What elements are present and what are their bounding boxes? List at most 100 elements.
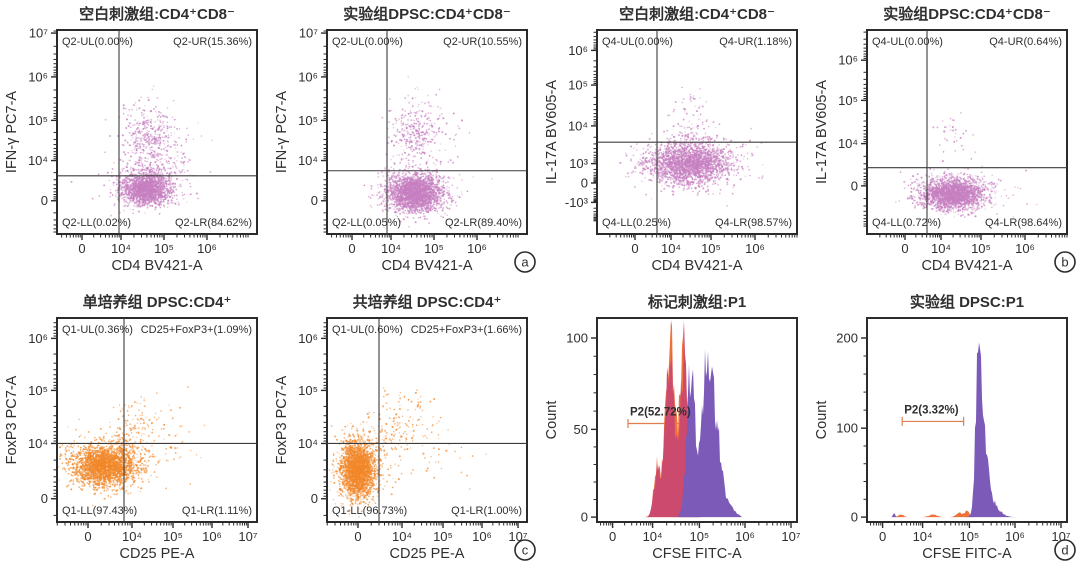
panel-title: 单培养组 DPSC:CD4⁺: [83, 293, 232, 311]
x-tick-label: 0: [631, 241, 638, 256]
quadrant-label-lr: Q1-LR(1.00%): [451, 505, 522, 517]
y-tick-label: 10⁶: [298, 331, 318, 346]
panel-letter-badge-circle: [514, 251, 536, 273]
x-tick-label: 10⁵: [959, 529, 979, 544]
x-tick-label: 10⁶: [1005, 529, 1025, 544]
quadrant-label-ll: Q2-LL(0.02%): [62, 217, 131, 229]
y-axis-title: Count: [544, 401, 560, 440]
panel-title: 共培养组 DPSC:CD4⁺: [353, 293, 502, 311]
x-tick-label: 10⁶: [745, 241, 765, 256]
x-axis-title: CD25 PE-A: [120, 546, 195, 562]
x-tick-label: 10⁵: [424, 241, 444, 256]
y-tick-label: 10⁴: [28, 153, 48, 168]
y-tick-label: 10⁴: [568, 118, 588, 133]
x-tick-label: 10⁷: [238, 529, 257, 544]
x-tick-label: 10⁵: [971, 241, 991, 256]
gate-percentage-label: P2(3.32%): [904, 404, 959, 416]
y-tick-label: 0: [581, 176, 588, 191]
panel-5-scatter: 单培养组 DPSC:CD4⁺ 0 10⁴ 10⁵ 10⁶ 10⁷ CD25 PE-A 10⁶ 1…: [0, 288, 270, 576]
plot-frame-5: 单培养组 DPSC:CD4⁺ 0 10⁴ 10⁵ 10⁶ 10⁷ CD25 PE-A 10⁶ 1…: [4, 293, 258, 562]
panel-2-scatter: 实验组DPSC:CD4⁺CD8⁻ 0 10⁴ 10⁵ 10⁶ CD4 BV421-A 10⁷…: [270, 0, 540, 288]
x-tick-label: 10⁴: [381, 241, 401, 256]
quadrant-label-lr: Q4-LR(98.64%): [985, 217, 1062, 229]
y-tick-label: 10⁴: [28, 436, 48, 451]
x-tick-label: 10⁴: [931, 241, 951, 256]
y-tick-label: 0: [41, 193, 48, 208]
y-tick-label: 10⁴: [298, 153, 318, 168]
plot-border: [866, 29, 1068, 235]
x-axis-title: CD4 BV421-A: [921, 258, 1012, 274]
plot-canvas-5: [0, 288, 270, 576]
quadrant-label-ur: Q2-UR(15.36%): [173, 36, 252, 48]
panel-1-scatter: 空白刺激组:CD4⁺CD8⁻ 0 10⁴ 10⁵ 10⁶ CD4 BV421-A 10⁷ 10…: [0, 0, 270, 288]
plot-border: [866, 317, 1068, 523]
plot-canvas-8: [810, 288, 1080, 576]
y-tick-label: 10⁶: [28, 331, 48, 346]
panel-letter-badge-circle: [514, 539, 536, 561]
y-tick-label: 100: [836, 421, 858, 436]
x-tick-label: 0: [354, 529, 361, 544]
y-axis-title: Count: [814, 401, 830, 440]
plot-border: [596, 29, 798, 235]
y-tick-label: 10⁴: [838, 136, 858, 151]
x-axis-title: CFSE FITC-A: [922, 546, 1012, 562]
x-tick-label: 10⁷: [781, 529, 800, 544]
x-tick-label: 10⁴: [643, 529, 663, 544]
plot-frame-2: 实验组DPSC:CD4⁺CD8⁻ 0 10⁴ 10⁵ 10⁶ CD4 BV421-A 10⁷…: [274, 5, 536, 274]
x-tick-label: 10⁴: [661, 241, 681, 256]
plot-canvas-4: [810, 0, 1080, 288]
y-tick-label: 0: [851, 510, 858, 525]
plot-frame-1: 空白刺激组:CD4⁺CD8⁻ 0 10⁴ 10⁵ 10⁶ CD4 BV421-A 10⁷ 10…: [4, 5, 258, 274]
y-tick-label: 10⁴: [298, 436, 318, 451]
y-tick-label: 10⁵: [838, 93, 858, 108]
y-tick-label: 10⁵: [568, 78, 588, 93]
x-tick-label: 10⁵: [701, 241, 721, 256]
gate-percentage-label: P2(52.72%): [630, 406, 691, 418]
panel-title: 空白刺激组:CD4⁺CD8⁻: [619, 5, 775, 23]
panel-3-scatter: 空白刺激组:CD4⁺CD8⁻ 0 10⁴ 10⁵ 10⁶ CD4 BV421-A 10⁶ 10…: [540, 0, 810, 288]
x-tick-label: 0: [348, 241, 355, 256]
x-axis-title: CD4 BV421-A: [381, 258, 472, 274]
panel-letter-badge: c: [522, 543, 529, 558]
panel-4-scatter: 实验组DPSC:CD4⁺CD8⁻ 0 10⁴ 10⁵ 10⁶ CD4 BV421-A 10⁶…: [810, 0, 1080, 288]
quadrant-label-ur: Q4-UR(1.18%): [719, 36, 792, 48]
y-axis-title: IL-17A BV605-A: [814, 80, 830, 184]
quadrant-label-ul: Q4-UL(0.00%): [602, 36, 673, 48]
quadrant-label-ur: CD25+FoxP3+(1.09%): [141, 324, 252, 336]
quadrant-label-lr: Q1-LR(1.11%): [182, 505, 252, 517]
y-axis-title: IFN-γ PC7-A: [274, 91, 290, 174]
y-tick-label: 0: [311, 491, 318, 506]
y-tick-label: 0: [851, 178, 858, 193]
plot-frame-7: 标记刺激组:P1 0 10⁴ 10⁵ 10⁶ 10⁷ CFSE FITC-A 100 50 0 Co…: [544, 293, 801, 562]
y-tick-label: 10⁷: [29, 26, 48, 41]
y-tick-label: 10⁶: [838, 53, 858, 68]
plot-border: [56, 29, 258, 235]
panel-letter-badge-circle: [1054, 251, 1076, 273]
quadrant-label-lr: Q4-LR(98.57%): [715, 217, 792, 229]
y-tick-label: 200: [836, 330, 858, 345]
panel-8-histogram: 实验组 DPSC:P1 0 10⁴ 10⁵ 10⁶ 10⁷ CFSE FITC-A 200 10…: [810, 288, 1080, 576]
plot-border: [56, 317, 258, 523]
quadrant-label-ul: Q1-UL(0.36%): [62, 324, 133, 336]
y-axis-title: FoxP3 PC7-A: [4, 375, 20, 464]
plot-border: [326, 317, 528, 523]
x-axis-title: CD25 PE-A: [390, 546, 465, 562]
quadrant-label-ur: Q2-UR(10.55%): [443, 36, 522, 48]
y-tick-label: 50: [574, 422, 588, 437]
quadrant-label-ur: CD25+FoxP3+(1.66%): [411, 324, 522, 336]
y-tick-label: 0: [311, 193, 318, 208]
quadrant-label-ul: Q4-UL(0.00%): [872, 36, 943, 48]
quadrant-label-ul: Q1-UL(0.60%): [332, 324, 403, 336]
quadrant-label-ll: Q1-LL(96.73%): [332, 505, 407, 517]
y-tick-label: 100: [566, 330, 588, 345]
y-tick-label: 0: [581, 510, 588, 525]
x-tick-label: 10⁵: [163, 529, 183, 544]
panel-letter-badge: d: [1061, 543, 1068, 558]
plot-canvas-6: [270, 288, 540, 576]
x-tick-label: 0: [901, 241, 908, 256]
panel-title: 标记刺激组:P1: [647, 293, 746, 311]
quadrant-label-ur: Q4-UR(0.64%): [989, 36, 1062, 48]
x-tick-label: 10⁶: [735, 529, 755, 544]
